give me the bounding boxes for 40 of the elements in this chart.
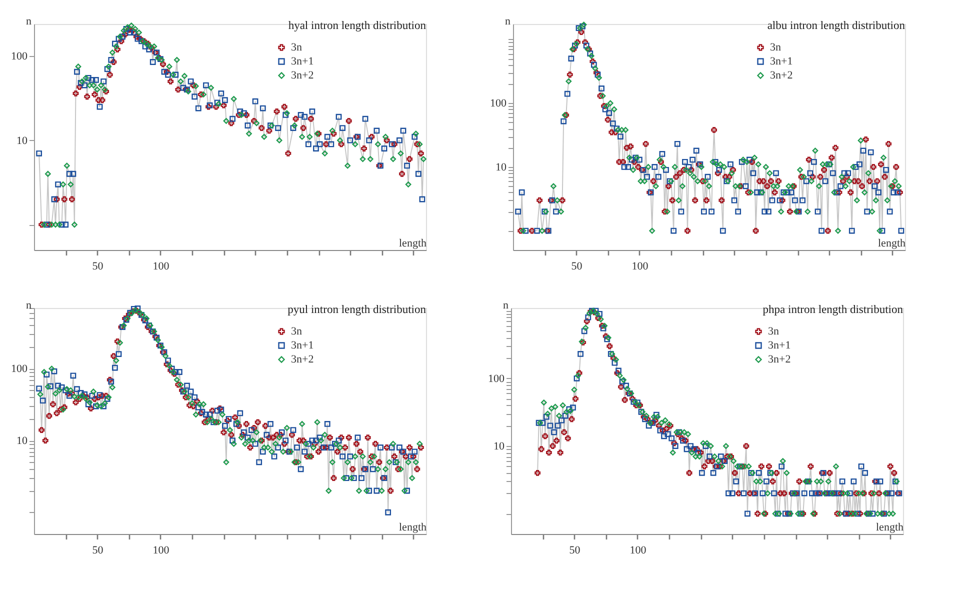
x-tick-label: 50 bbox=[571, 260, 583, 272]
chart-title: phpa intron length distribution bbox=[762, 304, 904, 316]
chart-title: pyul intron length distribution bbox=[288, 304, 426, 316]
y-tick-label: 10 bbox=[16, 435, 28, 448]
x-tick-label: 100 bbox=[152, 544, 170, 556]
y-tick-label: 100 bbox=[490, 98, 507, 110]
legend-label: 3n bbox=[770, 42, 782, 54]
chart-title: albu intron length distribution bbox=[767, 20, 906, 32]
x-tick-label: 100 bbox=[630, 544, 647, 556]
y-axis-title: n bbox=[505, 16, 511, 28]
y-tick-label: 100 bbox=[11, 50, 28, 63]
x-axis-title: length bbox=[876, 522, 904, 534]
x-tick-label: 50 bbox=[92, 544, 104, 556]
y-tick-label: 10 bbox=[16, 134, 28, 147]
legend-label: 3n+1 bbox=[768, 340, 791, 352]
x-axis-title: length bbox=[878, 238, 906, 250]
y-tick-label: 100 bbox=[11, 363, 28, 376]
legend-label: 3n+2 bbox=[291, 354, 314, 366]
y-tick-label: 100 bbox=[488, 372, 505, 385]
x-tick-label: 50 bbox=[92, 260, 104, 272]
legend-label: 3n+1 bbox=[291, 340, 314, 352]
chart-title: hyal intron length distribution bbox=[288, 20, 426, 32]
y-axis-title: n bbox=[503, 300, 509, 312]
y-tick-label: 10 bbox=[494, 440, 505, 453]
legend-label: 3n+1 bbox=[291, 56, 314, 68]
x-axis-title: length bbox=[399, 522, 427, 534]
legend-label: 3n+2 bbox=[291, 70, 314, 82]
legend-label: 3n bbox=[291, 42, 302, 54]
y-tick-label: 10 bbox=[496, 161, 507, 174]
y-axis-title: n bbox=[26, 300, 32, 312]
x-tick-label: 50 bbox=[569, 544, 581, 556]
legend-label: 3n+2 bbox=[768, 354, 791, 366]
legend-label: 3n+2 bbox=[770, 70, 793, 82]
x-axis-title: length bbox=[399, 238, 427, 250]
y-axis-title: n bbox=[26, 16, 32, 28]
x-tick-label: 100 bbox=[632, 260, 649, 272]
x-tick-label: 100 bbox=[152, 260, 170, 272]
legend-label: 3n+1 bbox=[770, 56, 793, 68]
legend-label: 3n bbox=[768, 326, 780, 338]
legend-label: 3n bbox=[291, 326, 302, 338]
